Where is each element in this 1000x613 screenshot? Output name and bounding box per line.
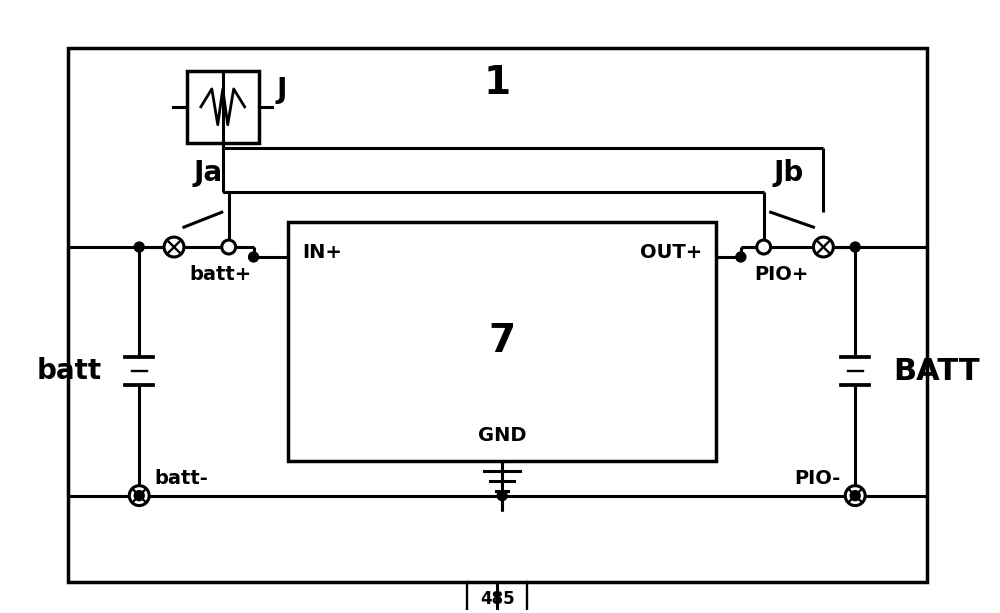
Text: 485: 485 bbox=[480, 590, 515, 608]
Text: Ja: Ja bbox=[194, 159, 223, 188]
Text: Jb: Jb bbox=[773, 159, 803, 188]
Circle shape bbox=[850, 242, 860, 252]
Bar bbox=[187, 71, 259, 143]
Circle shape bbox=[249, 252, 259, 262]
Circle shape bbox=[813, 237, 833, 257]
Text: PIO-: PIO- bbox=[794, 469, 840, 488]
Circle shape bbox=[845, 485, 865, 506]
Text: batt-: batt- bbox=[154, 469, 208, 488]
Circle shape bbox=[222, 240, 236, 254]
Text: J: J bbox=[276, 76, 287, 104]
Text: 1: 1 bbox=[484, 64, 511, 102]
Circle shape bbox=[164, 237, 184, 257]
Circle shape bbox=[134, 490, 144, 501]
Circle shape bbox=[736, 252, 746, 262]
Text: PIO+: PIO+ bbox=[754, 265, 808, 284]
Text: BATT: BATT bbox=[893, 357, 980, 386]
Circle shape bbox=[850, 490, 860, 501]
Text: OUT+: OUT+ bbox=[640, 243, 702, 262]
Bar bbox=[288, 222, 716, 461]
Text: IN+: IN+ bbox=[302, 243, 342, 262]
Bar bbox=[68, 48, 927, 582]
Text: GND: GND bbox=[478, 427, 526, 446]
Circle shape bbox=[129, 485, 149, 506]
Text: batt+: batt+ bbox=[189, 265, 251, 284]
Text: 7: 7 bbox=[489, 322, 516, 360]
Text: batt: batt bbox=[36, 357, 101, 386]
Circle shape bbox=[757, 240, 771, 254]
Circle shape bbox=[497, 490, 507, 501]
Circle shape bbox=[134, 242, 144, 252]
